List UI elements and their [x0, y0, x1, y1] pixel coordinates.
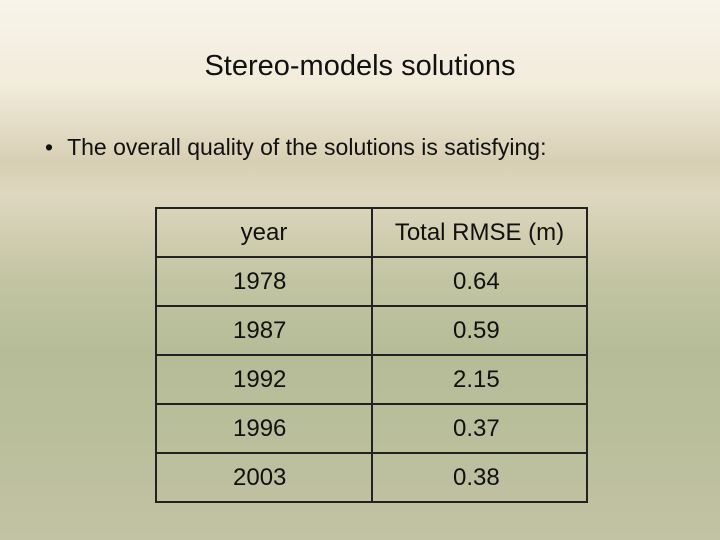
slide-title: Stereo-models solutions: [204, 50, 516, 82]
table-cell: 0.59: [371, 305, 588, 356]
table-cell: 1992: [155, 354, 373, 405]
table-row: 1978 0.64: [155, 256, 588, 307]
bullet-text: The overall quality of the solutions is …: [67, 134, 547, 160]
table-cell: 0.64: [371, 256, 588, 307]
column-header: Total RMSE (m): [371, 207, 588, 258]
table-row: 1996 0.37: [155, 403, 588, 454]
header-row: year Total RMSE (m): [155, 207, 588, 258]
table-row: 1987 0.59: [155, 305, 588, 356]
bullet: • The overall quality of the solutions is…: [45, 134, 546, 161]
table-cell: 0.38: [371, 452, 588, 503]
table-cell: 0.37: [371, 403, 588, 454]
table-cell: 1996: [155, 403, 373, 454]
results-table: year Total RMSE (m) 1978 0.64 1987 0.59 1992 2.…: [155, 207, 588, 503]
bullet-dot: •: [45, 134, 54, 160]
column-header: year: [155, 207, 373, 258]
table-cell: 1978: [155, 256, 373, 307]
table-cell: 1987: [155, 305, 373, 356]
table-row: 1992 2.15: [155, 354, 588, 405]
table-row: 2003 0.38: [155, 452, 588, 503]
table-cell: 2.15: [371, 354, 588, 405]
table-cell: 2003: [155, 452, 373, 503]
